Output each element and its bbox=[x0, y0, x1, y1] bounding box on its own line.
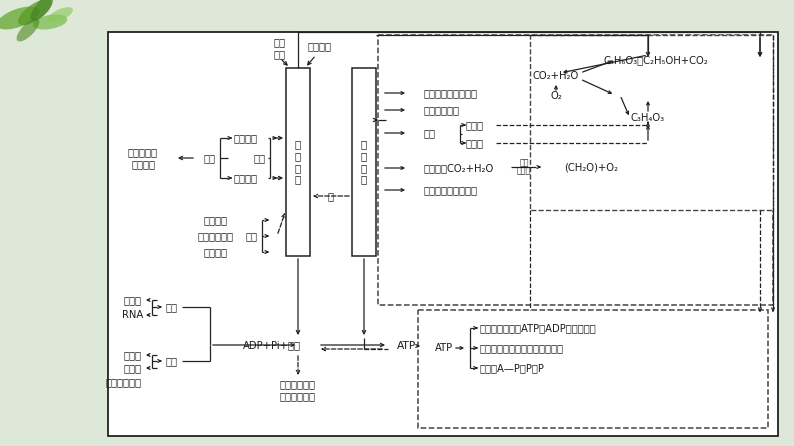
Text: 能量供应机制：ATP与ADP的相互转化: 能量供应机制：ATP与ADP的相互转化 bbox=[480, 323, 597, 333]
Text: C₃H₆O₃或C₂H₅OH+CO₂: C₃H₆O₃或C₂H₅OH+CO₂ bbox=[603, 55, 708, 65]
Text: ADP+Pi+能量: ADP+Pi+能量 bbox=[243, 340, 301, 350]
Bar bbox=[108, 32, 778, 436]
Text: 分解有机物
释放能量: 分解有机物 释放能量 bbox=[128, 147, 158, 169]
Bar bbox=[286, 68, 310, 256]
Ellipse shape bbox=[17, 19, 40, 41]
Text: 条件：光、色素、酶: 条件：光、色素、酶 bbox=[424, 88, 478, 98]
Text: 本质: 本质 bbox=[166, 302, 178, 312]
Text: 场所：叶绿体: 场所：叶绿体 bbox=[424, 105, 460, 115]
Text: O₂: O₂ bbox=[550, 91, 562, 101]
Text: 蛋白质: 蛋白质 bbox=[124, 295, 142, 305]
Text: CO₂+H₂O: CO₂+H₂O bbox=[533, 71, 579, 81]
Text: 暗反应: 暗反应 bbox=[466, 138, 484, 148]
Text: 动植物细胞的
各项生命活动: 动植物细胞的 各项生命活动 bbox=[280, 379, 316, 401]
Text: (CH₂O)+O₂: (CH₂O)+O₂ bbox=[564, 163, 618, 173]
Text: 意义：生命活动的直接能源物质: 意义：生命活动的直接能源物质 bbox=[480, 343, 564, 353]
Text: 应用：提高作物产量: 应用：提高作物产量 bbox=[424, 185, 478, 195]
Text: 作用条件温和: 作用条件温和 bbox=[105, 377, 141, 387]
Text: 反应式：CO₂+H₂O: 反应式：CO₂+H₂O bbox=[424, 163, 494, 173]
Text: 简式：A—P～P～P: 简式：A—P～P～P bbox=[480, 363, 545, 373]
Ellipse shape bbox=[33, 14, 67, 29]
Ellipse shape bbox=[18, 0, 52, 25]
Text: 高效性: 高效性 bbox=[124, 350, 142, 360]
Text: 光
合
作
用: 光 合 作 用 bbox=[361, 140, 367, 184]
Text: 植物细胞: 植物细胞 bbox=[308, 41, 332, 51]
Text: 动物
细胞: 动物 细胞 bbox=[274, 37, 286, 59]
Text: 应用: 应用 bbox=[246, 231, 258, 241]
Text: ATP: ATP bbox=[435, 343, 453, 353]
Text: 伤口包扎: 伤口包扎 bbox=[203, 215, 227, 225]
Text: C₃H₄O₃: C₃H₄O₃ bbox=[631, 113, 665, 123]
Text: 包括: 包括 bbox=[254, 153, 266, 163]
Text: 实质: 实质 bbox=[203, 153, 215, 163]
Text: 有氧呼吸: 有氧呼吸 bbox=[234, 133, 258, 143]
Text: 过程: 过程 bbox=[424, 128, 436, 138]
Bar bbox=[378, 35, 773, 305]
Text: 特性: 特性 bbox=[166, 356, 178, 366]
Ellipse shape bbox=[47, 7, 73, 23]
Text: 叶绿体: 叶绿体 bbox=[517, 166, 531, 175]
Text: ATP: ATP bbox=[397, 341, 416, 351]
Bar bbox=[418, 310, 768, 428]
Text: 粮食蔬果储藏: 粮食蔬果储藏 bbox=[197, 231, 233, 241]
Ellipse shape bbox=[0, 7, 40, 29]
Ellipse shape bbox=[31, 0, 53, 21]
Text: 细
胞
呼
吸: 细 胞 呼 吸 bbox=[295, 140, 301, 184]
Text: 专一性: 专一性 bbox=[124, 363, 142, 373]
Bar bbox=[352, 68, 376, 256]
Text: 光能: 光能 bbox=[519, 158, 529, 168]
Text: 酶: 酶 bbox=[327, 191, 333, 201]
Text: RNA: RNA bbox=[122, 310, 144, 320]
Text: 作物栽培: 作物栽培 bbox=[203, 247, 227, 257]
Text: 光反应: 光反应 bbox=[466, 120, 484, 130]
Bar bbox=[530, 35, 773, 210]
Text: 无氧呼吸: 无氧呼吸 bbox=[234, 173, 258, 183]
